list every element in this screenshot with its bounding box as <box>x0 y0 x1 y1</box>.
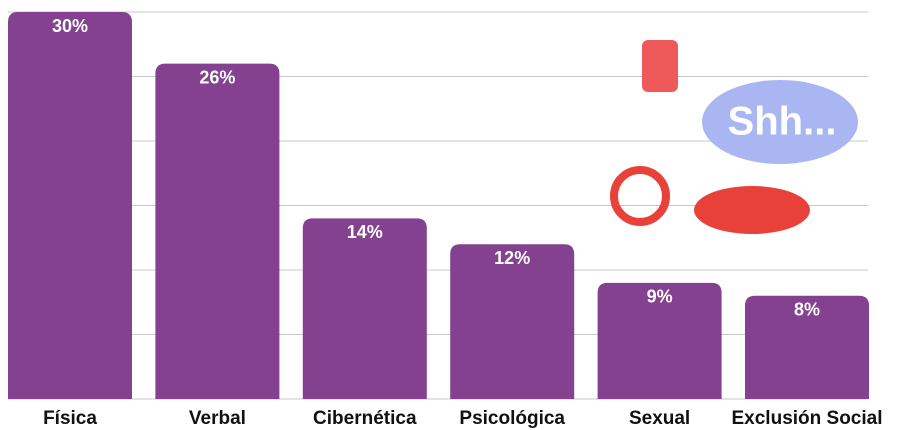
bar <box>597 282 722 399</box>
forbidden-icon <box>610 166 670 226</box>
x-tick-label: Física <box>43 408 97 429</box>
grid <box>8 11 868 400</box>
speech-bubble <box>702 80 858 164</box>
illustration: Shh... <box>610 40 858 234</box>
alert-card <box>642 40 678 92</box>
x-tick-label: Exclusión Social <box>732 408 883 429</box>
x-tick-label: Sexual <box>629 408 690 429</box>
x-tick-label: Verbal <box>189 408 246 429</box>
illustration-text: Shh... <box>728 100 837 144</box>
bar <box>8 12 132 399</box>
value-label: 14% <box>347 222 383 242</box>
value-label: 12% <box>494 248 530 268</box>
bar <box>155 63 280 399</box>
lips <box>694 186 810 234</box>
x-tick-label: Psicológica <box>459 408 565 429</box>
value-label: 9% <box>647 287 673 307</box>
value-label: 30% <box>52 16 88 36</box>
x-tick-label: Cibernética <box>313 408 417 429</box>
bar <box>302 218 427 399</box>
bar <box>745 295 869 399</box>
value-label: 8% <box>794 300 820 320</box>
bar <box>450 244 575 399</box>
value-label: 26% <box>199 67 235 87</box>
